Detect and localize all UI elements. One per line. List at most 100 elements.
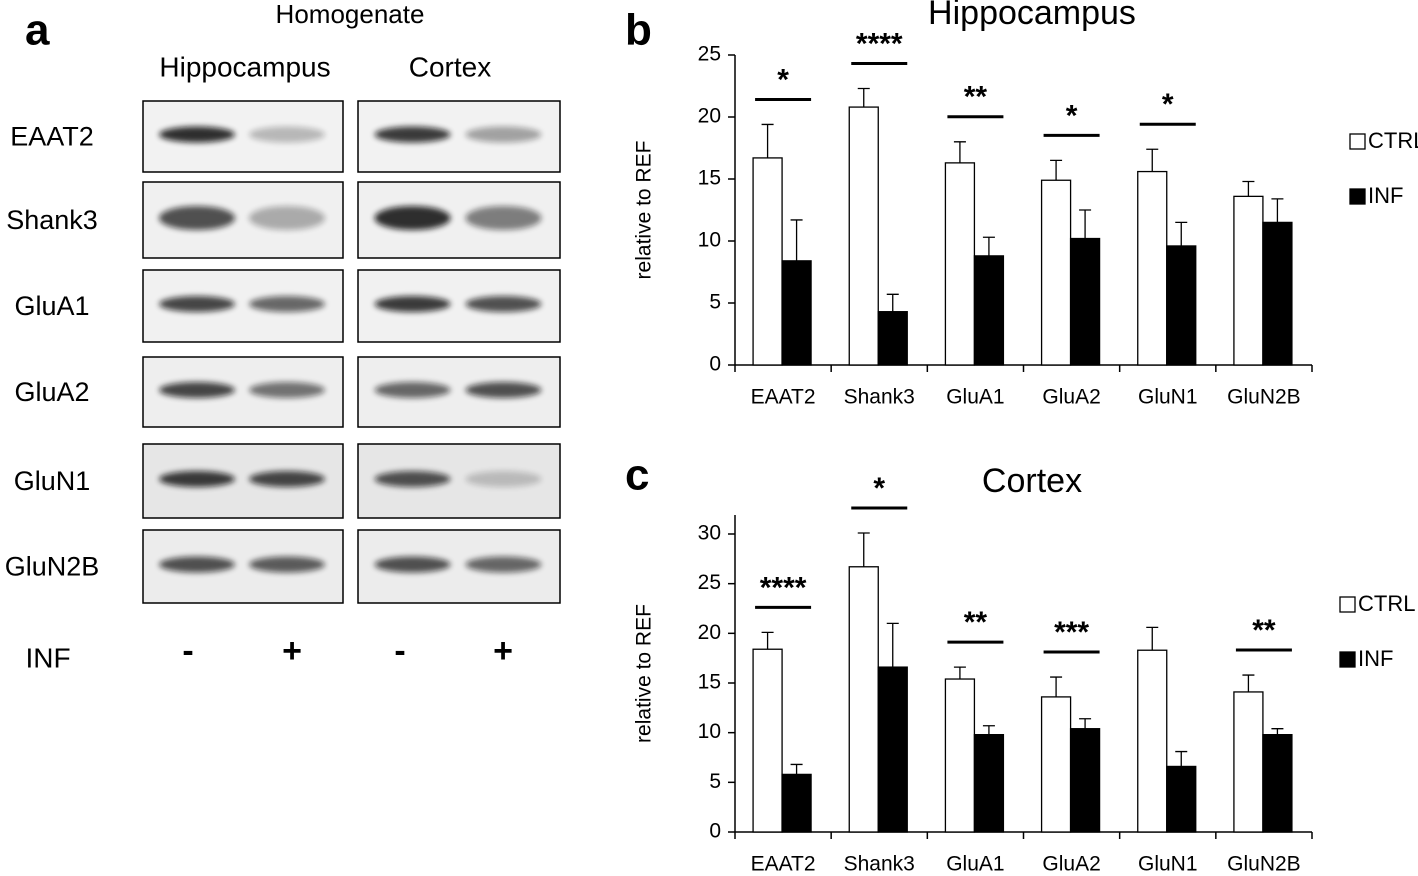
error-bar	[953, 666, 966, 680]
legend-label: INF	[1358, 646, 1393, 671]
bar	[1137, 170, 1168, 366]
bar	[752, 157, 783, 366]
legend-label: CTRL	[1368, 128, 1418, 153]
region-label: Hippocampus	[159, 51, 330, 82]
blot-band	[465, 296, 542, 312]
error-bar	[761, 631, 774, 650]
blot-band	[159, 296, 235, 312]
bar	[944, 678, 976, 833]
region-label: Cortex	[409, 51, 491, 82]
blot-band	[465, 471, 542, 487]
legend-swatch	[1339, 651, 1356, 668]
significance-label: *	[777, 63, 789, 96]
y-tick-label: 10	[698, 229, 721, 252]
treatment-sign: +	[493, 632, 513, 670]
significance-label: **	[964, 81, 988, 114]
blot-band	[374, 471, 451, 487]
bar	[1040, 179, 1072, 366]
legend-swatch	[1339, 596, 1356, 613]
error-bar	[1079, 209, 1092, 239]
significance-label: ****	[760, 571, 807, 604]
blot-panel	[142, 100, 561, 604]
significance-label: ****	[856, 27, 903, 60]
error-bar	[790, 763, 803, 775]
x-tick-label: GluN1	[1138, 386, 1198, 409]
bar	[1040, 696, 1072, 833]
row-label: Shank3	[6, 205, 98, 235]
significance-label: *	[873, 472, 885, 505]
y-tick-label: 0	[709, 353, 721, 376]
bar	[1069, 728, 1101, 833]
bar	[1262, 734, 1293, 833]
x-tick-label: EAAT2	[751, 386, 816, 409]
y-tick-label: 0	[709, 820, 721, 843]
blot-band	[465, 382, 542, 398]
error-bar	[1146, 148, 1159, 172]
error-bar	[790, 219, 803, 261]
error-bar	[953, 141, 966, 163]
y-tick-label: 15	[698, 671, 721, 694]
y-tick-label: 30	[698, 522, 721, 545]
bar	[1262, 221, 1293, 366]
blot-band	[159, 382, 235, 398]
x-tick-label: GluN2B	[1227, 386, 1301, 409]
legend-swatch	[1349, 188, 1366, 205]
blot-band	[374, 206, 451, 230]
y-axis-label: relative to REF	[633, 604, 656, 743]
y-tick-label: 25	[698, 43, 721, 66]
bar	[1233, 691, 1264, 833]
x-tick-label: Shank3	[844, 853, 915, 876]
bar	[752, 648, 783, 833]
error-bar	[761, 123, 774, 158]
error-bar	[886, 293, 899, 312]
blot-band	[159, 126, 235, 143]
blot-band	[374, 382, 451, 398]
x-tick-label: GluA2	[1042, 853, 1100, 876]
bar	[877, 666, 908, 833]
bar	[973, 255, 1005, 366]
error-bar	[1242, 180, 1255, 197]
error-bar	[857, 532, 870, 567]
blot-band	[465, 126, 542, 143]
treatment-sign: -	[182, 632, 193, 670]
y-tick-label: 10	[698, 720, 721, 743]
error-bar	[1079, 718, 1092, 729]
legend-swatch	[1349, 133, 1366, 150]
row-label: GluN2B	[5, 552, 100, 582]
blot-band	[374, 556, 451, 573]
significance-label: ***	[1054, 616, 1089, 649]
error-bar	[1271, 198, 1284, 223]
blot-band	[249, 126, 325, 143]
x-tick-label: Shank3	[844, 386, 915, 409]
blot-title: Homogenate	[276, 0, 425, 29]
bar	[1137, 649, 1168, 833]
bar	[1233, 195, 1264, 366]
bar	[973, 734, 1005, 833]
blot-band	[465, 556, 542, 573]
row-label: GluN1	[14, 466, 91, 496]
error-bar	[886, 622, 899, 668]
blot-band	[374, 126, 451, 143]
error-bar	[982, 725, 995, 735]
row-label: EAAT2	[10, 122, 94, 152]
x-tick-label: GluN2B	[1227, 853, 1301, 876]
significance-label: *	[1066, 99, 1078, 132]
y-tick-label: 5	[709, 770, 721, 793]
x-tick-label: GluA1	[946, 853, 1004, 876]
blot-band	[249, 556, 325, 573]
blot-band	[159, 206, 235, 230]
error-bar	[1050, 159, 1063, 181]
chart-title: Cortex	[982, 462, 1082, 500]
y-tick-label: 5	[709, 291, 721, 314]
treatment-label: INF	[25, 642, 70, 673]
blot-band	[159, 556, 235, 573]
error-bar	[1242, 674, 1255, 692]
blot-band	[249, 471, 325, 487]
row-label: GluA1	[14, 291, 89, 321]
y-tick-label: 20	[698, 621, 721, 644]
x-tick-label: EAAT2	[751, 853, 816, 876]
panel-label: c	[625, 451, 649, 500]
bar	[848, 106, 879, 366]
blot-band	[374, 296, 451, 312]
x-tick-label: GluN1	[1138, 853, 1198, 876]
